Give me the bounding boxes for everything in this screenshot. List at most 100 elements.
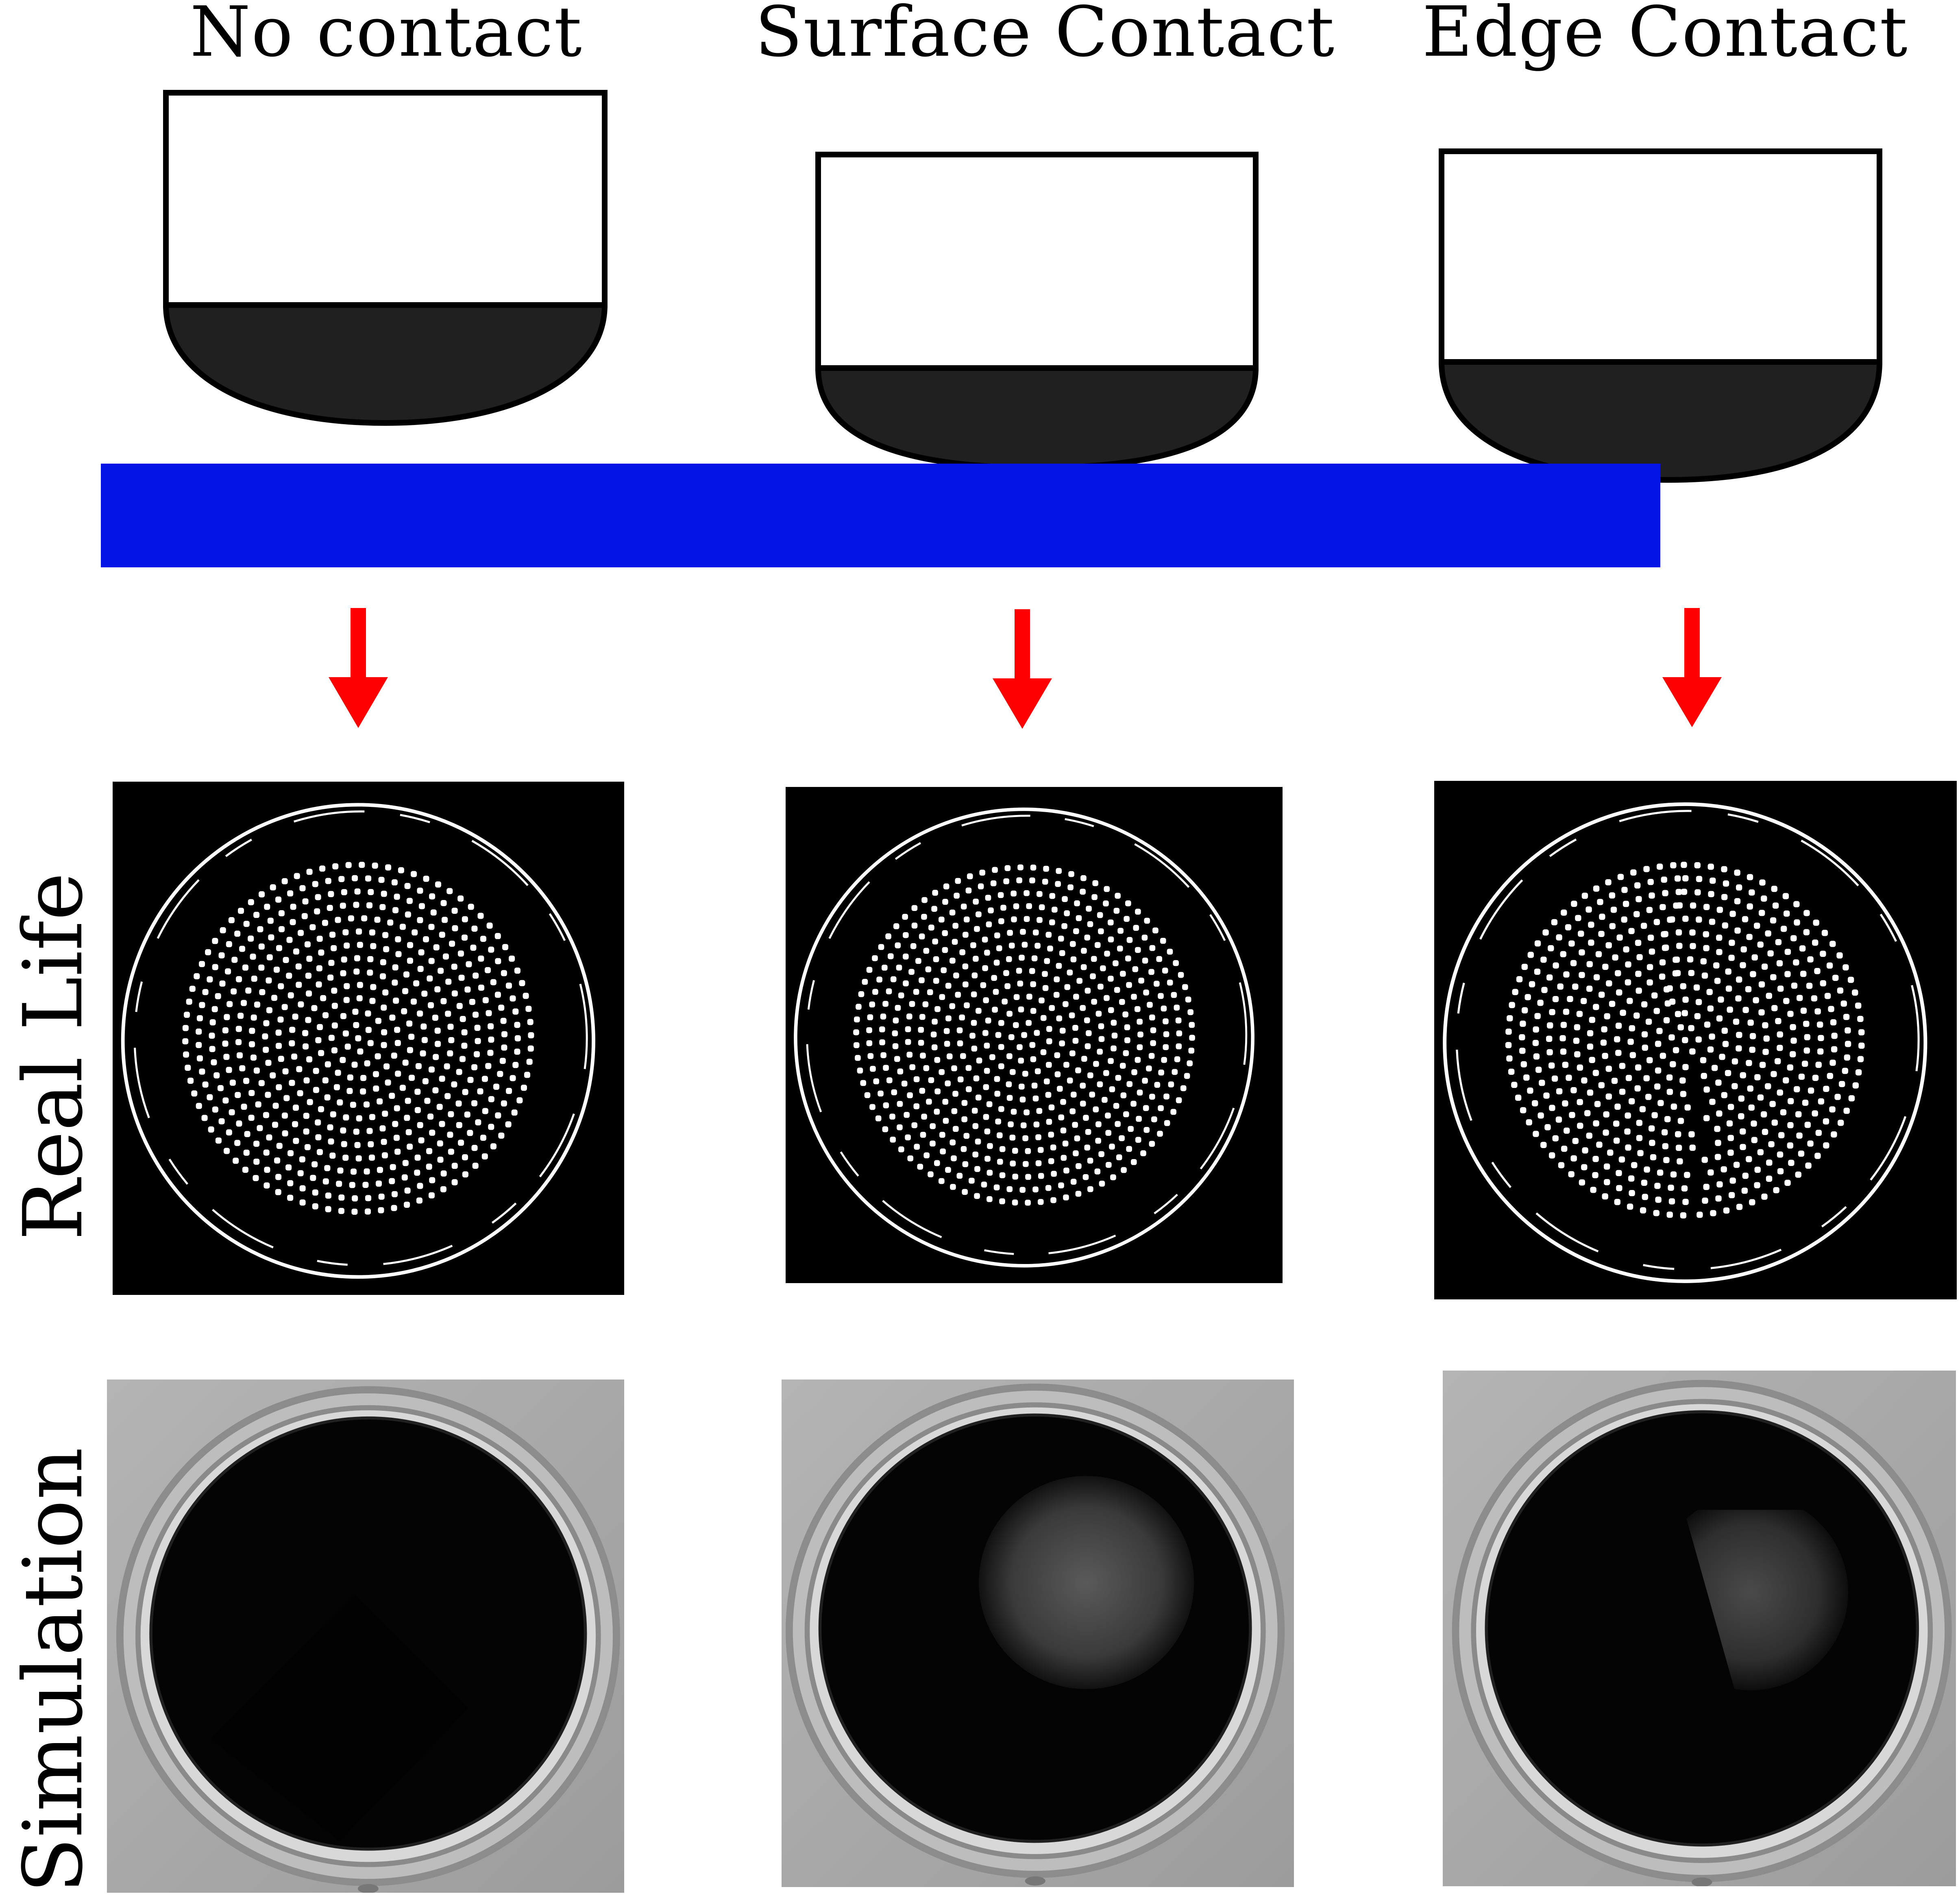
marker-dot (391, 1191, 398, 1197)
marker-dot (346, 1088, 353, 1094)
marker-dot (322, 1178, 329, 1185)
marker-dot (1173, 960, 1179, 966)
marker-dot (980, 982, 987, 988)
marker-dot (1039, 997, 1045, 1004)
marker-dot (1700, 958, 1707, 965)
marker-dot (879, 1039, 885, 1046)
marker-dot (1614, 1036, 1620, 1043)
marker-dot (428, 1066, 435, 1073)
marker-dot (1780, 1109, 1787, 1116)
marker-dot (1826, 962, 1833, 969)
marker-dot (373, 1085, 379, 1092)
marker-dot (1582, 1147, 1588, 1154)
marker-dot (1519, 1034, 1525, 1041)
marker-dot (1069, 1108, 1076, 1114)
marker-dot (327, 904, 333, 911)
marker-dot (273, 966, 280, 973)
marker-dot (418, 903, 425, 909)
marker-dot (1740, 946, 1747, 953)
marker-dot (189, 985, 196, 992)
marker-dot (1855, 1002, 1862, 1009)
marker-dot (1126, 1146, 1132, 1152)
marker-dot (964, 1002, 970, 1009)
marker-dot (1547, 1022, 1553, 1029)
marker-dot (378, 876, 385, 883)
marker-dot (383, 1063, 390, 1070)
marker-dot (1540, 1142, 1547, 1148)
marker-dot (466, 961, 472, 968)
marker-dot (342, 929, 349, 935)
marker-dot (510, 1075, 516, 1081)
marker-dot (417, 1010, 423, 1017)
marker-dot (897, 1101, 903, 1107)
marker-dot (474, 1024, 481, 1031)
marker-dot (484, 967, 491, 973)
marker-dot (925, 966, 932, 972)
arrow-down-icon (993, 609, 1052, 729)
marker-dot (903, 980, 909, 987)
marker-dot (1845, 1027, 1851, 1034)
marker-dot (1793, 959, 1799, 966)
marker-dot (1046, 1026, 1052, 1032)
marker-dot (960, 1146, 967, 1152)
marker-dot (984, 950, 990, 956)
marker-dot (389, 1014, 396, 1021)
marker-dot (316, 965, 322, 972)
marker-dot (1004, 983, 1010, 989)
marker-dot (1766, 1159, 1773, 1166)
marker-dot (890, 976, 897, 983)
marker-dot (1099, 1181, 1105, 1187)
marker-dot (1030, 864, 1037, 871)
marker-dot (1783, 1077, 1789, 1084)
marker-dot (455, 1100, 462, 1107)
marker-dot (1087, 1072, 1093, 1079)
marker-dot (478, 955, 484, 962)
marker-dot (1575, 915, 1581, 921)
marker-dot (1097, 912, 1103, 918)
marker-dot (488, 1023, 494, 1030)
marker-dot (1189, 1035, 1195, 1041)
marker-dot (354, 888, 361, 895)
gel-dome-edge-contact (1438, 359, 1883, 483)
marker-dot (1710, 877, 1716, 884)
marker-dot (297, 1090, 303, 1096)
marker-dot (1647, 935, 1654, 941)
marker-dot (1758, 981, 1765, 988)
marker-dot (1655, 1196, 1662, 1203)
marker-dot (960, 1053, 966, 1059)
marker-dot (1649, 948, 1655, 955)
marker-dot (931, 906, 937, 912)
marker-dot (303, 1113, 309, 1119)
sensor-body-edge-contact (1439, 148, 1882, 365)
marker-dot (250, 1054, 257, 1061)
marker-dot (458, 974, 465, 981)
marker-dot (1125, 955, 1131, 962)
marker-dot (1840, 1000, 1847, 1007)
marker-dot (1586, 961, 1593, 968)
marker-dot (1506, 1055, 1513, 1062)
marker-dot (1605, 942, 1612, 948)
marker-dot (1754, 922, 1760, 929)
marker-dot (1670, 1171, 1677, 1178)
marker-dot (1613, 1138, 1620, 1144)
marker-dot (1787, 1122, 1794, 1129)
marker-dot (1844, 1054, 1851, 1061)
marker-dot (1747, 874, 1753, 880)
marker-dot (1068, 871, 1074, 877)
marker-dot (1762, 1022, 1768, 1029)
marker-dot (1797, 995, 1803, 1001)
marker-dot (1709, 1098, 1716, 1105)
marker-dot (1803, 910, 1810, 916)
marker-dot (391, 879, 398, 886)
marker-dot (183, 1051, 189, 1058)
marker-dot (1535, 1066, 1542, 1073)
marker-dot (1070, 956, 1077, 963)
marker-dot (1548, 1152, 1555, 1159)
marker-dot (1056, 1015, 1063, 1022)
marker-dot (954, 892, 960, 899)
marker-dot (490, 979, 497, 985)
marker-dot (1539, 1079, 1545, 1086)
marker-dot (1577, 1099, 1583, 1105)
marker-dot (306, 990, 312, 997)
marker-dot (298, 930, 304, 936)
